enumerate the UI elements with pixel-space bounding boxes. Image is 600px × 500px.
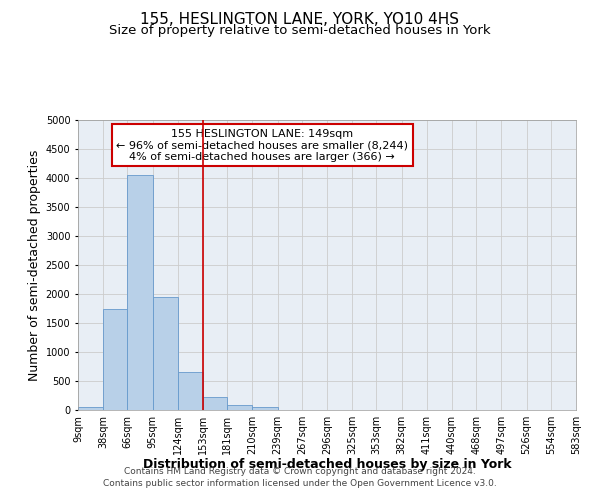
Bar — [127, 175, 152, 410]
Text: 155, HESLINGTON LANE, YORK, YO10 4HS: 155, HESLINGTON LANE, YORK, YO10 4HS — [140, 12, 460, 28]
Text: Size of property relative to semi-detached houses in York: Size of property relative to semi-detach… — [109, 24, 491, 37]
Bar — [227, 406, 253, 410]
Text: Contains HM Land Registry data © Crown copyright and database right 2024.
Contai: Contains HM Land Registry data © Crown c… — [103, 466, 497, 487]
Bar — [203, 396, 227, 410]
Bar — [78, 407, 103, 410]
X-axis label: Distribution of semi-detached houses by size in York: Distribution of semi-detached houses by … — [143, 458, 511, 471]
Bar — [178, 372, 203, 410]
Y-axis label: Number of semi-detached properties: Number of semi-detached properties — [28, 150, 41, 380]
Bar — [253, 407, 278, 410]
Bar — [103, 308, 127, 410]
Text: 155 HESLINGTON LANE: 149sqm
← 96% of semi-detached houses are smaller (8,244)
4%: 155 HESLINGTON LANE: 149sqm ← 96% of sem… — [116, 128, 408, 162]
Bar — [152, 297, 178, 410]
